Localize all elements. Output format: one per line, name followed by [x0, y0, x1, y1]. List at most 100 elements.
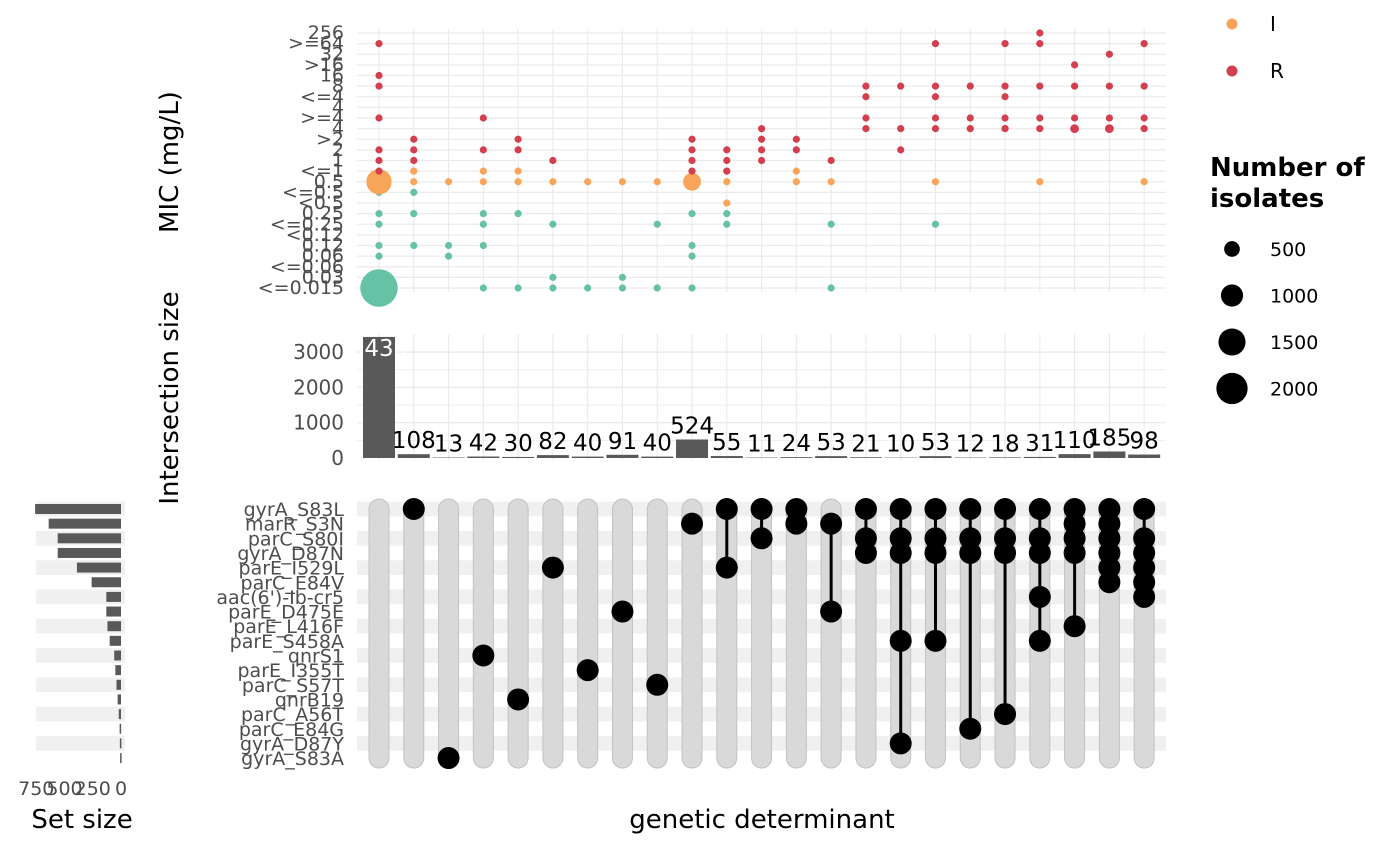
matrix-member-dot [437, 747, 460, 770]
set-size-bar [117, 694, 121, 705]
set-size-bar [48, 518, 121, 529]
set-size-bar [109, 635, 121, 646]
set-size-stripe [36, 706, 125, 722]
intersection-bar-label: 53 [921, 430, 950, 456]
mic-point [931, 40, 940, 48]
matrix-member-dot [715, 556, 738, 579]
matrix-member-dot [681, 512, 704, 535]
intersection-bar-label: 12 [956, 432, 985, 458]
mic-point [366, 169, 392, 195]
mic-axis-title: MIC (mg/L) [155, 91, 185, 233]
mic-point [757, 135, 766, 143]
set-label: parE_D475E [228, 602, 344, 624]
set-label: parC_S57T [242, 675, 345, 697]
mic-tick-label: 0.25 [302, 203, 344, 225]
matrix-member-dot [994, 498, 1017, 520]
mic-point [1001, 40, 1009, 48]
set-label: qnrB19 [275, 689, 344, 711]
mic-point [360, 269, 398, 307]
mic-point [1036, 114, 1044, 122]
size-legend-key [1216, 372, 1248, 405]
set-size-tick-label: 500 [46, 778, 82, 800]
mic-point [792, 146, 800, 154]
matrix-column-track [542, 498, 564, 769]
mic-point [862, 93, 870, 101]
size-legend-label: 1000 [1270, 286, 1318, 308]
mic-point [1105, 114, 1113, 122]
matrix-member-dot [402, 498, 425, 520]
set-label: gyrA_S83L [244, 499, 345, 521]
intersection-bar-label: 42 [469, 431, 498, 457]
mic-point [688, 284, 696, 292]
matrix-member-dot [854, 541, 877, 564]
matrix-member-dot [959, 717, 982, 740]
set-size-stripe [36, 648, 125, 663]
intersection-bar [397, 454, 430, 458]
intersection-bar [849, 457, 882, 458]
mic-point [479, 284, 487, 292]
mic-point [444, 178, 453, 186]
matrix-member-dot [1133, 585, 1156, 608]
intersection-bar-label: 91 [608, 429, 637, 455]
mic-point [931, 220, 940, 228]
color-legend-label: I [1270, 12, 1276, 36]
matrix-member-dot [611, 600, 634, 623]
mic-point [688, 156, 696, 165]
matrix-member-dot [507, 688, 530, 711]
mic-tick-label: >=64 [288, 33, 344, 55]
mic-point [931, 114, 940, 122]
intersection-bar-label: 82 [538, 429, 567, 455]
matrix-member-dot [889, 498, 912, 520]
intersection-bar-label: 11 [747, 432, 776, 458]
mic-point [410, 241, 418, 250]
matrix-member-dot [924, 541, 947, 564]
set-size-stripe [36, 736, 125, 751]
mic-tick-label: <0.12 [286, 224, 344, 246]
mic-tick-label: <=1 [300, 160, 344, 182]
mic-tick-label: 1 [332, 150, 344, 172]
mic-point [792, 167, 800, 175]
mic-point [549, 156, 557, 165]
matrix-member-dot [959, 498, 982, 520]
set-size-bar [119, 723, 122, 734]
matrix-member-dot [1133, 498, 1156, 520]
mic-point [514, 210, 522, 218]
mic-point [688, 167, 696, 175]
set-size-tick-label: 250 [75, 778, 111, 800]
intersection-bar-label: 18 [990, 431, 1019, 457]
mic-tick-label: 8 [332, 75, 344, 97]
mic-point [1140, 82, 1148, 90]
intersection-bar-label: 40 [643, 431, 672, 457]
matrix-member-dot [889, 629, 912, 652]
set-size-bar [107, 621, 121, 632]
set-size-bar [57, 547, 121, 558]
mic-point [375, 273, 383, 281]
mic-point [1104, 124, 1114, 134]
matrix-column-track [646, 498, 668, 769]
mic-point [375, 167, 383, 175]
matrix-member-dot [750, 527, 773, 550]
mic-point [1140, 178, 1148, 186]
mic-point [827, 156, 835, 165]
mic-point [1036, 125, 1044, 133]
matrix-axis-title: genetic determinant [629, 805, 895, 835]
size-legend-label: 1500 [1270, 332, 1318, 354]
mic-point [375, 241, 383, 250]
set-size-bar [114, 650, 121, 661]
matrix-column-track [403, 498, 425, 769]
set-size-bar [106, 606, 121, 617]
mic-point [375, 114, 383, 122]
mic-point [757, 125, 766, 133]
matrix-member-dot [472, 644, 495, 667]
membership-matrix: gyrA_S83LmarR_S3NparC_S80IgyrA_D87NparE_… [216, 498, 1166, 835]
mic-point [479, 146, 487, 154]
mic-tick-label: 0.5 [314, 171, 344, 193]
matrix-column-track [785, 498, 807, 769]
mic-point [897, 146, 905, 154]
mic-point [479, 114, 487, 122]
mic-tick-label: <=0.06 [270, 256, 344, 278]
mic-point [549, 284, 557, 292]
mic-point [410, 135, 418, 143]
intersection-bar [363, 336, 395, 458]
